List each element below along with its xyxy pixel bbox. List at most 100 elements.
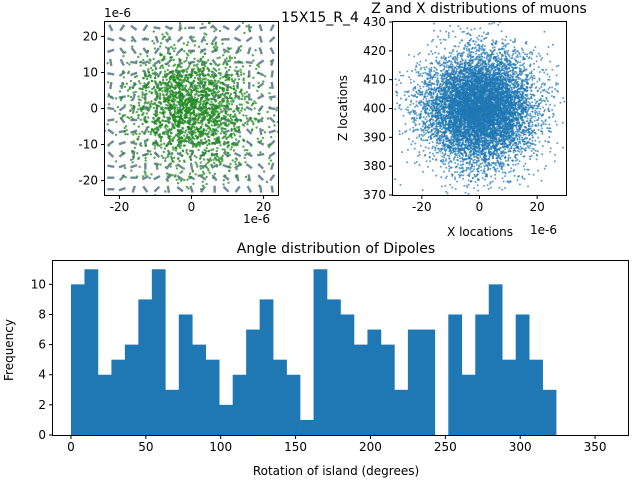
muon-marker-point — [180, 136, 183, 140]
muon-point — [502, 149, 505, 152]
muon-marker-point — [205, 182, 208, 186]
dipole-island — [153, 175, 161, 181]
muon-marker-point — [189, 133, 192, 136]
muon-marker-point — [221, 137, 224, 140]
muon-marker-point — [108, 103, 111, 106]
muon-marker-point — [170, 45, 173, 49]
muon-marker-point — [221, 88, 224, 91]
muon-marker-point — [233, 127, 237, 130]
muon-marker-point — [153, 80, 156, 83]
muon-point — [480, 169, 483, 172]
muon-point — [410, 99, 413, 102]
muon-marker-point — [127, 71, 130, 75]
dipole-island — [130, 47, 137, 55]
muon-marker-point — [159, 102, 162, 106]
muon-marker-point — [204, 163, 208, 166]
muon-marker-point — [166, 100, 170, 104]
muon-marker-point — [203, 61, 207, 64]
muon-point — [499, 156, 502, 159]
muon-marker-point — [213, 137, 216, 141]
muon-marker-point — [266, 110, 269, 114]
dipole-island — [269, 162, 275, 170]
muon-marker-point — [212, 176, 215, 180]
muon-marker-point — [158, 61, 161, 64]
muon-marker-point — [126, 89, 130, 92]
muon-marker-point — [153, 65, 157, 68]
muon-marker-point — [226, 118, 230, 121]
muon-point — [435, 174, 438, 177]
muon-marker-point — [200, 98, 203, 101]
muon-marker-point — [183, 109, 187, 112]
muon-marker-point — [248, 152, 251, 155]
muon-marker-point — [199, 157, 202, 160]
dipole-island — [268, 129, 276, 134]
dipole-lattice-x-ticks: -20 0 20 — [110, 195, 271, 214]
dipole-island — [107, 48, 115, 54]
muon-marker-point — [214, 87, 218, 90]
muon-point — [538, 71, 541, 73]
muon-marker-point — [233, 81, 236, 85]
muon-point — [530, 70, 533, 73]
muon-point — [394, 178, 397, 181]
dipole-island — [130, 140, 138, 146]
muon-marker-point — [169, 111, 172, 115]
muon-marker-point — [152, 121, 155, 124]
dipole-island — [165, 162, 172, 170]
muon-marker-point — [161, 37, 164, 41]
muon-marker-point — [194, 161, 197, 164]
muon-marker-point — [222, 183, 225, 186]
muon-marker-point — [205, 133, 208, 136]
muon-marker-point — [245, 25, 248, 28]
muon-marker-point — [233, 56, 237, 59]
muon-marker-point — [190, 35, 193, 38]
muon-marker-point — [204, 151, 207, 155]
dipole-island — [153, 70, 161, 77]
muon-point — [527, 100, 530, 103]
dipole-island — [211, 24, 218, 32]
muon-marker-point — [159, 72, 162, 75]
muon-marker-point — [139, 82, 142, 85]
dipole-island — [234, 61, 242, 64]
muon-marker-point — [201, 78, 204, 81]
muon-marker-point — [175, 178, 178, 181]
muon-marker-point — [270, 135, 273, 139]
muon-marker-point — [152, 30, 155, 33]
muon-marker-point — [155, 111, 159, 114]
muon-marker-point — [134, 83, 137, 86]
muon-marker-point — [235, 138, 238, 141]
muon-marker-point — [143, 82, 146, 85]
muon-marker-point — [239, 119, 243, 122]
muon-point — [422, 72, 425, 75]
muon-marker-point — [202, 166, 205, 169]
muon-marker-point — [158, 116, 161, 120]
muon-marker-point — [161, 76, 165, 79]
muon-marker-point — [187, 187, 190, 190]
muon-marker-point — [177, 125, 180, 129]
muon-marker-point — [165, 172, 169, 175]
muon-marker-point — [201, 104, 205, 107]
muon-marker-point — [232, 132, 235, 135]
muon-marker-point — [106, 81, 110, 84]
muon-marker-point — [227, 154, 230, 157]
muon-marker-point — [174, 134, 178, 137]
muon-marker-point — [215, 69, 218, 73]
muon-marker-point — [269, 86, 272, 90]
muon-marker-point — [196, 81, 200, 85]
muon-marker-point — [208, 93, 211, 97]
muon-point — [424, 68, 427, 71]
muon-marker-point — [164, 147, 167, 150]
muon-point — [550, 95, 553, 97]
muon-marker-point — [152, 85, 156, 89]
muon-point — [520, 47, 523, 50]
muon-point — [504, 39, 507, 42]
muon-marker-point — [150, 92, 153, 95]
muon-marker-point — [179, 121, 182, 125]
muon-point — [419, 87, 422, 90]
muon-marker-point — [194, 106, 198, 109]
muon-marker-point — [193, 44, 196, 47]
muon-marker-point — [159, 140, 163, 143]
muon-point — [394, 108, 397, 111]
muon-marker-point — [210, 164, 213, 167]
muon-marker-point — [185, 79, 189, 82]
muon-marker-point — [168, 87, 172, 90]
